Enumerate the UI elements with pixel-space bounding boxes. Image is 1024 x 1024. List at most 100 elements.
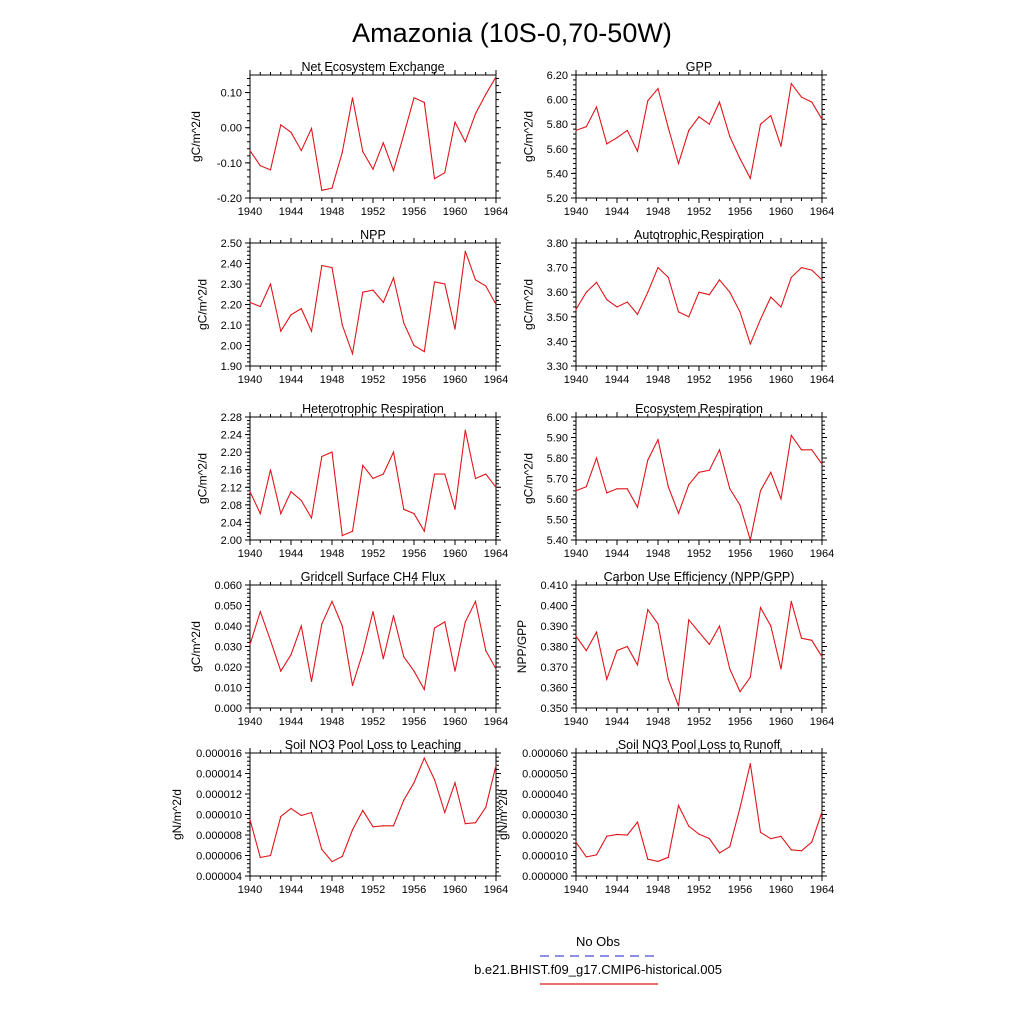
y-tick-label: 0.000030 bbox=[522, 810, 568, 822]
data-point bbox=[382, 142, 384, 144]
data-point bbox=[626, 834, 628, 836]
x-tick-label: 1952 bbox=[687, 374, 711, 386]
y-tick-label: 0.020 bbox=[214, 662, 242, 674]
y-tick-label: 0.010 bbox=[214, 683, 242, 695]
y-tick-label: 0.000 bbox=[214, 703, 242, 715]
plot-frame bbox=[575, 584, 823, 709]
y-axis-label: gC/m^2/d bbox=[189, 621, 203, 672]
data-point bbox=[575, 635, 577, 637]
y-tick-label: 0.000010 bbox=[196, 810, 242, 822]
data-point bbox=[423, 757, 425, 759]
data-point bbox=[403, 508, 405, 510]
y-tick-label: 0.380 bbox=[540, 642, 568, 654]
data-point bbox=[575, 841, 577, 843]
data-point bbox=[718, 101, 721, 103]
data-point bbox=[688, 825, 690, 827]
x-tick-label: 1952 bbox=[687, 548, 711, 560]
x-tick-label: 1964 bbox=[484, 716, 508, 728]
y-tick-label: 0.000050 bbox=[522, 769, 568, 781]
x-tick-label: 1960 bbox=[443, 716, 467, 728]
data-point bbox=[688, 316, 690, 318]
x-tick-label: 1952 bbox=[361, 374, 385, 386]
x-tick-label: 1940 bbox=[238, 716, 262, 728]
data-point bbox=[718, 852, 721, 854]
figure-title: Amazonia (10S-0,70-50W) bbox=[352, 18, 672, 48]
x-tick-label: 1964 bbox=[484, 548, 508, 560]
y-tick-label: 3.30 bbox=[547, 361, 568, 373]
data-point bbox=[474, 600, 477, 603]
data-point bbox=[495, 76, 497, 78]
data-point bbox=[790, 83, 792, 85]
x-tick-label: 1956 bbox=[402, 374, 426, 386]
panel-title: Soil NO3 Pool Loss to Leaching bbox=[285, 738, 462, 752]
y-tick-label: 0.410 bbox=[540, 580, 568, 592]
data-point bbox=[331, 600, 333, 603]
data-point bbox=[770, 471, 772, 473]
data-point bbox=[800, 850, 803, 852]
data-point bbox=[362, 464, 364, 466]
series-line bbox=[249, 756, 497, 863]
data-point bbox=[626, 129, 628, 131]
y-tick-label: 0.000008 bbox=[196, 830, 242, 842]
data-point bbox=[485, 93, 487, 95]
data-point bbox=[485, 650, 487, 652]
data-point bbox=[770, 625, 772, 627]
data-point bbox=[310, 127, 313, 130]
data-point bbox=[759, 606, 762, 609]
data-point bbox=[688, 129, 690, 131]
series-points bbox=[249, 76, 497, 191]
data-point bbox=[341, 535, 343, 537]
y-tick-label: 0.10 bbox=[221, 88, 242, 100]
data-point bbox=[444, 621, 446, 623]
y-tick-label: 5.40 bbox=[547, 168, 568, 180]
y-tick-label: 5.90 bbox=[547, 433, 568, 445]
data-point bbox=[749, 676, 751, 678]
x-tick-label: 1960 bbox=[769, 716, 793, 728]
data-point bbox=[454, 508, 456, 510]
data-point bbox=[351, 353, 354, 355]
data-point bbox=[667, 856, 669, 858]
plot-frame bbox=[575, 752, 823, 877]
data-point bbox=[485, 473, 487, 475]
data-point bbox=[647, 609, 649, 611]
y-tick-label: 0.000060 bbox=[522, 748, 568, 760]
plot-frame bbox=[249, 584, 497, 709]
data-point bbox=[464, 823, 466, 825]
data-point bbox=[780, 835, 782, 838]
data-point bbox=[575, 129, 577, 131]
y-tick-label: 0.390 bbox=[540, 621, 568, 633]
x-tick-label: 1944 bbox=[279, 884, 303, 896]
data-point bbox=[667, 678, 669, 680]
x-tick-label: 1952 bbox=[361, 884, 385, 896]
data-point bbox=[729, 846, 731, 848]
data-point bbox=[811, 101, 813, 103]
data-point bbox=[657, 438, 659, 441]
data-point bbox=[729, 135, 731, 138]
y-tick-label: 3.40 bbox=[547, 336, 568, 348]
data-point bbox=[698, 471, 700, 473]
data-point bbox=[739, 311, 741, 313]
data-point bbox=[321, 189, 323, 191]
x-tick-label: 1960 bbox=[769, 884, 793, 896]
data-point bbox=[474, 477, 477, 480]
data-point bbox=[310, 680, 313, 682]
panel-title: Gridcell Surface CH4 Flux bbox=[301, 570, 446, 584]
series-points bbox=[575, 83, 823, 179]
data-point bbox=[606, 835, 608, 837]
data-point bbox=[300, 149, 302, 152]
data-point bbox=[403, 322, 405, 324]
data-point bbox=[739, 504, 741, 506]
x-tick-label: 1948 bbox=[320, 206, 344, 218]
data-point bbox=[280, 670, 282, 672]
data-point bbox=[606, 678, 608, 680]
panel-title: GPP bbox=[686, 60, 712, 74]
y-tick-label: 0.350 bbox=[540, 703, 568, 715]
data-point bbox=[636, 313, 639, 315]
x-tick-label: 1956 bbox=[402, 884, 426, 896]
data-point bbox=[595, 106, 598, 108]
x-tick-label: 1960 bbox=[443, 206, 467, 218]
x-tick-label: 1940 bbox=[238, 884, 262, 896]
panel-soil-no3-pool-loss-to-leaching: Soil NO3 Pool Loss to Leaching 1940 1944 19… bbox=[170, 738, 508, 896]
y-tick-label: 0.050 bbox=[214, 601, 242, 613]
y-tick-label: 2.12 bbox=[221, 482, 242, 494]
